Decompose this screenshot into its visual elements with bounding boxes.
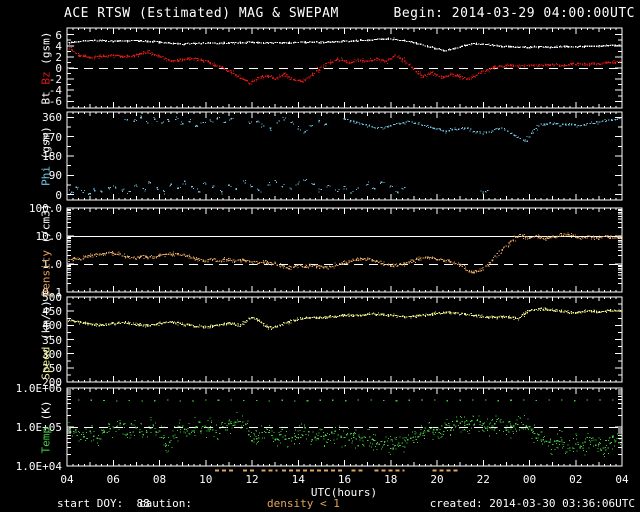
panel-bt-bz (66, 27, 623, 109)
panel-y-label-part: Density (39, 250, 53, 297)
x-tick-label: 12 (245, 473, 259, 486)
y-tick-label: 1.0 (42, 258, 62, 271)
y-tick-label: 0 (55, 62, 62, 75)
footer-start-doy: start DOY: 88 (57, 497, 150, 510)
panel-y-label-part: Speed (39, 346, 53, 380)
y-tick-label: 400 (42, 319, 62, 333)
panel-y-label: Density (/cm3) (40, 204, 53, 297)
x-tick-label: 08 (152, 473, 167, 486)
panel-y-label: Temp (K) (40, 401, 53, 454)
y-tick-label: 360 (42, 111, 62, 125)
y-tick-label: 6 (55, 28, 62, 42)
y-tick-label: 0 (55, 188, 62, 202)
x-tick-label: 04 (615, 473, 629, 486)
x-axis-title: UTC(hours) (310, 486, 378, 499)
y-tick-label: 250 (42, 361, 62, 375)
panel-phi (66, 111, 623, 201)
panel-speed (66, 296, 623, 383)
y-tick-label: 1.0E+06 (15, 382, 62, 395)
panel-y-label: Speed (km/s) (40, 300, 53, 379)
x-tick-label: 20 (430, 473, 444, 486)
y-tick-label: 0.1 (42, 286, 62, 299)
x-tick-label: 10 (199, 473, 213, 486)
series-temp-row (77, 399, 614, 402)
panel-y-label-part: Temp (39, 427, 53, 454)
y-tick-label: 2 (55, 50, 62, 64)
y-tick-label: 500 (42, 291, 62, 304)
y-tick-label: 90 (48, 169, 62, 183)
series-phi-trace (343, 117, 621, 143)
footer-caution-value: density < 1 (267, 497, 340, 510)
panel-y-label-part: Phi (39, 165, 53, 186)
begin-timestamp: Begin: 2014-03-29 04:00:00UTC (393, 6, 635, 21)
series-density (68, 232, 621, 274)
page-title: ACE RTSW (Estimated) MAG & SWEPAM (64, 6, 339, 21)
footer-created-timestamp: created: 2014-03-30 03:36:06UTC (429, 497, 635, 510)
x-tick-label: 14 (291, 473, 305, 486)
y-tick-label: -4 (48, 84, 62, 98)
series-phi-low (68, 179, 489, 195)
series-Bz (68, 46, 621, 85)
y-tick-label: 450 (42, 305, 62, 319)
x-tick-label: 00 (522, 473, 537, 486)
series-temp (68, 412, 621, 458)
x-tick-label: 02 (569, 473, 583, 486)
panel-y-label: Phi (gsm) (40, 126, 53, 186)
x-tick-label: 04 (60, 473, 74, 486)
panel-y-label-part: (K) (39, 400, 53, 427)
series-phi-high (124, 115, 327, 134)
panel-y-label-part: Bz (39, 71, 53, 85)
panel-y-label-part: (km/s) (39, 299, 53, 347)
panel-y-label-part: Bt (39, 84, 53, 105)
panel-y-label-part: (gsm) (39, 31, 53, 72)
y-tick-label: 1.0E+05 (15, 421, 62, 434)
series-Bt (68, 37, 621, 52)
y-tick-label: 350 (42, 333, 62, 347)
panel-y-label: Bt Bz (gsm) (40, 32, 53, 105)
panel-y-label-part: (gsm) (39, 126, 53, 166)
x-tick-label: 06 (106, 473, 120, 486)
panel-density (66, 207, 623, 293)
y-tick-label: 10.0 (35, 230, 63, 243)
x-tick-label: 16 (337, 473, 352, 486)
y-tick-label: -2 (48, 73, 62, 87)
y-tick-label: 200 (42, 376, 62, 389)
y-tick-label: 4 (55, 39, 62, 53)
y-tick-label: 270 (42, 130, 62, 144)
panel-temp (66, 387, 623, 467)
y-tick-label: 300 (42, 347, 62, 361)
y-tick-label: -6 (48, 95, 62, 109)
series-speed (68, 307, 621, 330)
y-tick-label: 100.0 (28, 202, 62, 215)
x-tick-label: 22 (476, 473, 490, 486)
footer-caution-label: caution: (139, 497, 192, 510)
y-tick-label: 1.0E+04 (15, 460, 62, 473)
x-tick-label: 18 (384, 473, 398, 486)
panel-y-label-part: (/cm3) (39, 203, 53, 250)
y-tick-label: 180 (42, 150, 62, 163)
